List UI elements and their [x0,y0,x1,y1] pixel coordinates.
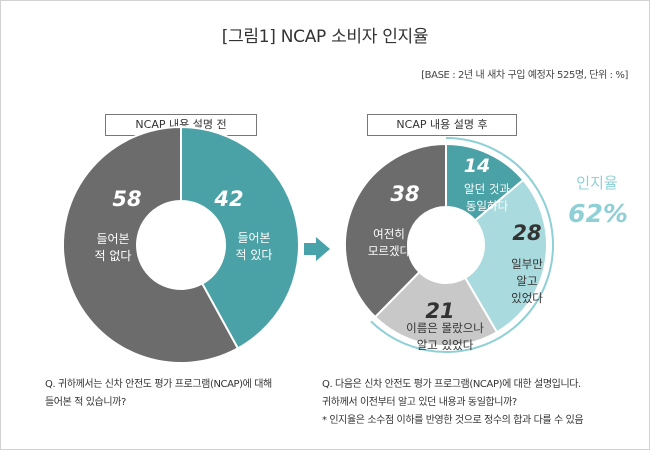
arrow-shaft [304,243,316,255]
arrow-icon [316,237,330,261]
chart-title: [그림1] NCAP 소비자 인지율 [221,27,429,47]
question-right: Q. 다음은 신차 안전도 평가 프로그램(NCAP)에 대한 설명입니다. 귀… [322,376,642,430]
question-right-line-1: Q. 다음은 신차 안전도 평가 프로그램(NCAP)에 대한 설명입니다. [322,379,581,390]
left-slice-heard [180,125,300,350]
left-slice-not-heard [62,125,240,364]
right-slice-partial [463,178,548,334]
right-value-same: 14 [464,155,490,177]
right-chart-title: NCAP 내용 설명 후 [367,114,517,136]
right-value-name-unknown: 21 [425,299,454,323]
question-left-line-2: 들어본 적 있습니까? [45,397,126,408]
question-right-line-2: 귀하께서 이전부터 알고 있던 내용과 동일합니까? [322,397,517,408]
base-note: [BASE : 2년 내 새차 구입 예정자 525명, 단위 : %] [421,70,628,81]
question-left-line-1: Q. 귀하께서는 신차 안전도 평가 프로그램(NCAP)에 대해 [45,379,272,390]
right-slice-name-unknown [373,270,499,347]
right-slice-unknown [344,142,447,319]
question-left: Q. 귀하께서는 신차 안전도 평가 프로그램(NCAP)에 대해 들어본 적 … [45,376,325,412]
left-value-not-heard: 58 [112,187,141,211]
left-label-heard: 들어본 적 있다 [236,231,273,262]
recognition-ring [370,137,554,353]
right-label-same: 알던 것과 동일하다 [464,182,510,213]
left-label-not-heard: 들어본 적 없다 [95,232,132,263]
right-label-name-unknown: 이름은 몰랐으나 알고 있었다 [406,321,484,352]
question-right-note: * 인지율은 소수점 이하를 반영한 것으로 정수의 합과 다를 수 있음 [322,415,584,426]
right-value-unknown: 38 [390,182,419,206]
right-label-unknown: 여전히 모르겠다 [368,227,411,258]
recognition-label: 인지율 [576,174,617,192]
right-value-partial: 28 [512,221,541,245]
left-value-heard: 42 [213,187,243,211]
recognition-value: 62% [568,199,628,228]
right-label-partial: 일부만 알고 있었다 [511,257,543,305]
